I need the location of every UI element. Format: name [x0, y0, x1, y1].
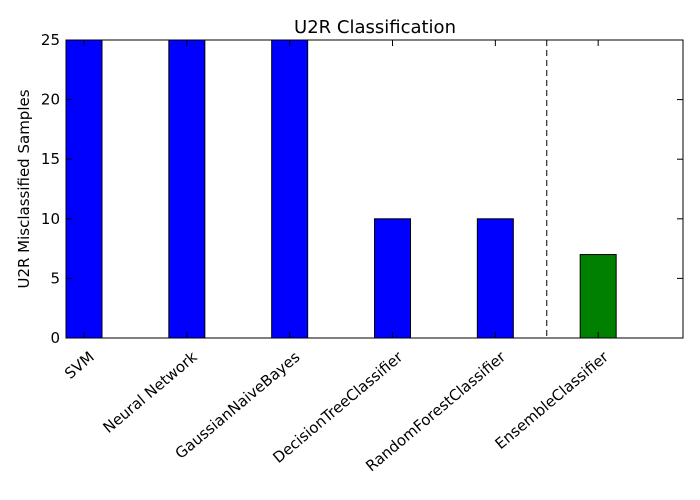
- y-tick-label-5: 25: [41, 31, 60, 49]
- y-tick-label-4: 20: [41, 91, 60, 109]
- y-tick-label-2: 10: [41, 210, 60, 228]
- plot-frame: [65, 39, 684, 339]
- bar-0: [65, 39, 103, 339]
- bar-2: [271, 39, 309, 339]
- bar-1: [168, 39, 206, 339]
- y-tick-label-1: 5: [50, 269, 60, 287]
- x-tick-label-5: EnsembleClassifier: [492, 347, 613, 453]
- y-tick-label-3: 15: [41, 150, 60, 168]
- bar-3: [374, 218, 411, 339]
- x-tick-label-0: SVM: [61, 348, 98, 383]
- y-axis-label: U2R Misclassified Samples: [15, 89, 33, 288]
- x-tick-label-1: Neural Network: [99, 348, 200, 437]
- bar-5: [579, 254, 617, 339]
- y-tick-label-0: 0: [50, 329, 60, 347]
- bar-4: [476, 218, 514, 339]
- chart-title: U2R Classification: [294, 17, 456, 38]
